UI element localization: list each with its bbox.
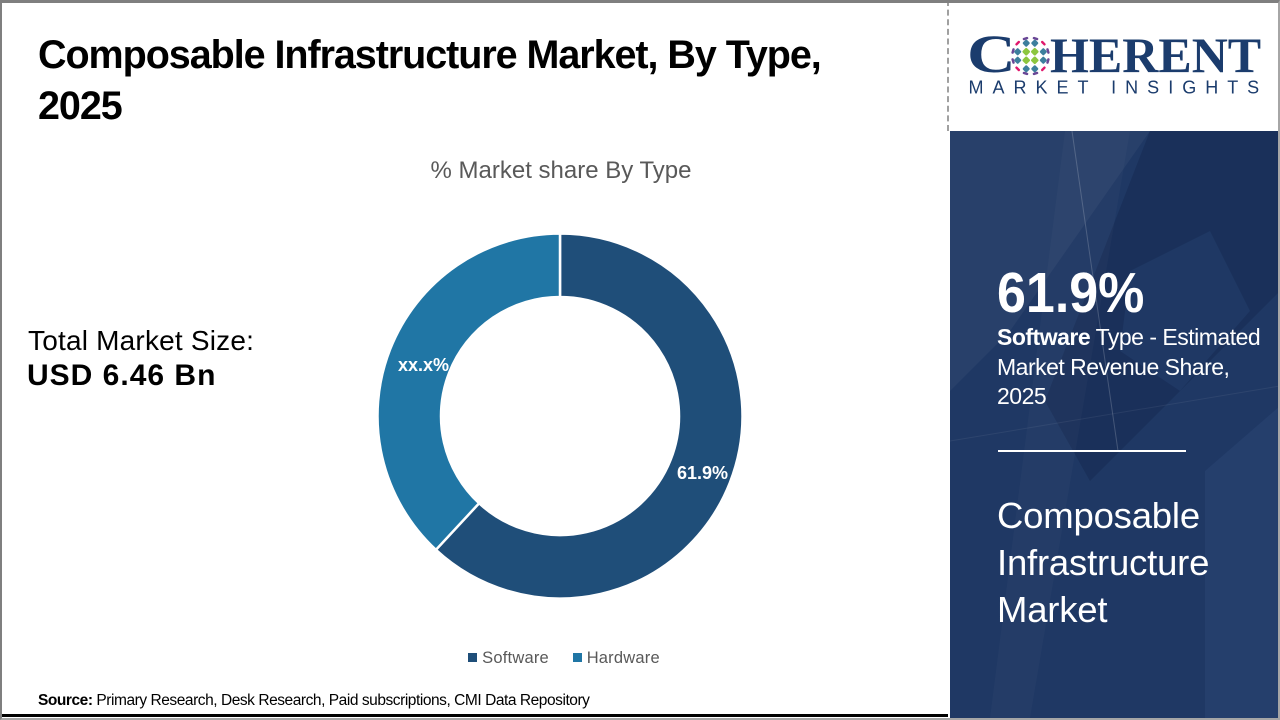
svg-text:C: C <box>967 25 1016 84</box>
svg-text:HERENT: HERENT <box>1050 27 1261 83</box>
svg-text:MARKET INSIGHTS: MARKET INSIGHTS <box>969 78 1269 98</box>
